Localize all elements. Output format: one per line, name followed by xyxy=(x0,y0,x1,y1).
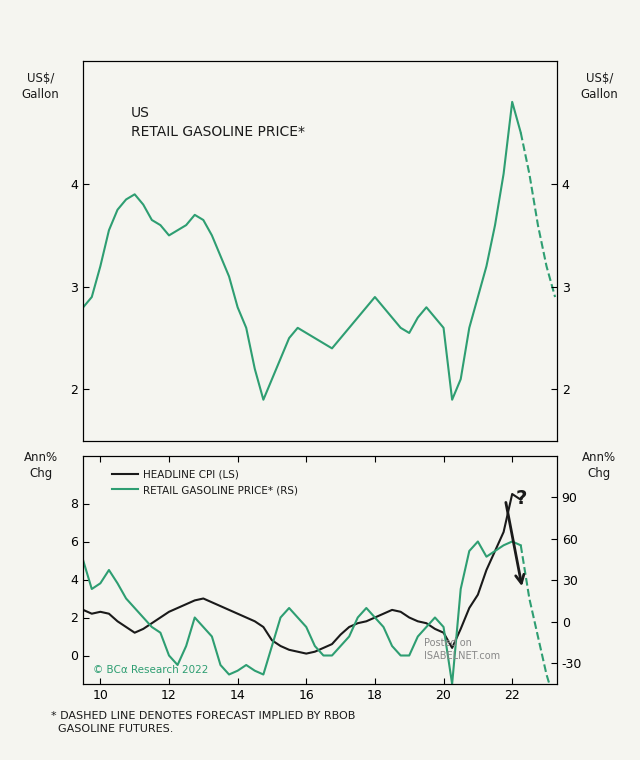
HEADLINE CPI (LS) xyxy=(234,610,241,619)
HEADLINE CPI (LS) xyxy=(508,489,516,499)
RETAIL GASOLINE PRICE* (RS) xyxy=(285,603,293,613)
HEADLINE CPI (LS) xyxy=(285,645,293,654)
HEADLINE CPI (LS) xyxy=(303,649,310,658)
HEADLINE CPI (LS) xyxy=(371,613,379,622)
RETAIL GASOLINE PRICE* (RS) xyxy=(474,537,482,546)
Text: US$/
Gallon: US$/ Gallon xyxy=(580,72,618,101)
Legend: HEADLINE CPI (LS), RETAIL GASOLINE PRICE* (RS): HEADLINE CPI (LS), RETAIL GASOLINE PRICE… xyxy=(108,466,302,499)
RETAIL GASOLINE PRICE* (RS) xyxy=(362,603,370,613)
Text: Posted on
ISABELNET.com: Posted on ISABELNET.com xyxy=(424,638,500,661)
HEADLINE CPI (LS) xyxy=(354,619,362,628)
HEADLINE CPI (LS) xyxy=(114,617,122,626)
RETAIL GASOLINE PRICE* (RS) xyxy=(234,666,241,676)
RETAIL GASOLINE PRICE* (RS) xyxy=(346,632,353,641)
HEADLINE CPI (LS) xyxy=(319,643,327,652)
Line: HEADLINE CPI (LS): HEADLINE CPI (LS) xyxy=(83,494,521,654)
Text: US$/
Gallon: US$/ Gallon xyxy=(22,72,60,101)
RETAIL GASOLINE PRICE* (RS) xyxy=(517,541,525,550)
RETAIL GASOLINE PRICE* (RS) xyxy=(311,641,319,651)
RETAIL GASOLINE PRICE* (RS) xyxy=(114,579,122,588)
RETAIL GASOLINE PRICE* (RS) xyxy=(448,679,456,689)
HEADLINE CPI (LS) xyxy=(517,496,525,505)
Line: RETAIL GASOLINE PRICE* (RS): RETAIL GASOLINE PRICE* (RS) xyxy=(83,541,521,684)
Text: © BCα Research 2022: © BCα Research 2022 xyxy=(93,665,208,675)
Text: Ann%
Chg: Ann% Chg xyxy=(24,451,58,480)
Text: Ann%
Chg: Ann% Chg xyxy=(582,451,616,480)
HEADLINE CPI (LS) xyxy=(79,605,87,614)
Text: US
RETAIL GASOLINE PRICE*: US RETAIL GASOLINE PRICE* xyxy=(131,106,305,139)
Text: * DASHED LINE DENOTES FORECAST IMPLIED BY RBOB
  GASOLINE FUTURES.: * DASHED LINE DENOTES FORECAST IMPLIED B… xyxy=(51,711,356,734)
RETAIL GASOLINE PRICE* (RS) xyxy=(79,556,87,565)
Text: ?: ? xyxy=(516,489,527,508)
